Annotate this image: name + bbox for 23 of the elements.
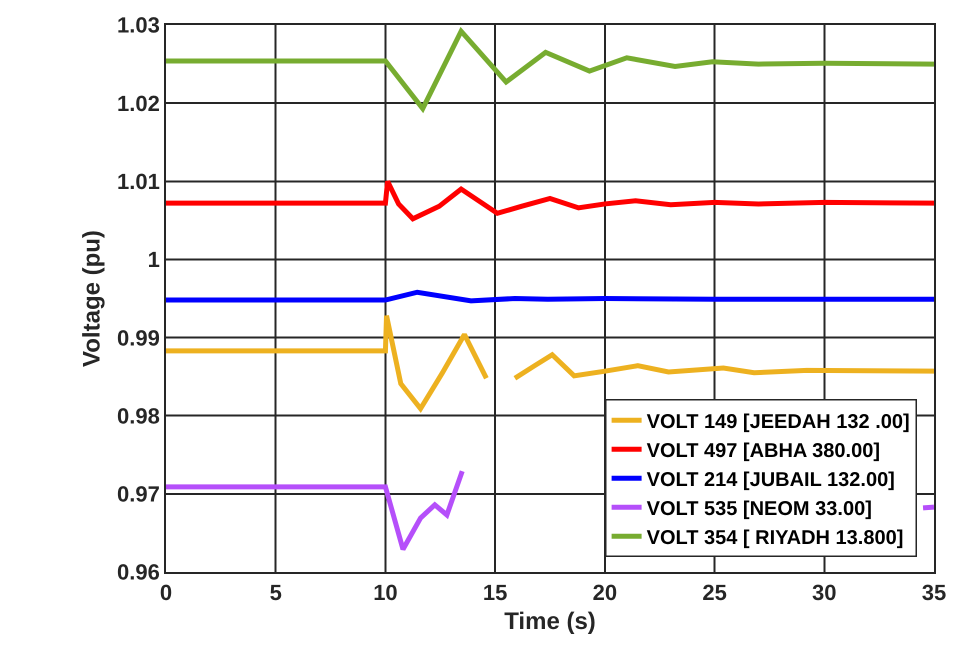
x-tick-label: 30 xyxy=(812,580,837,606)
y-axis-title: Voltage (pu) xyxy=(78,230,106,367)
legend-label: VOLT 497 [ABHA 380.00] xyxy=(646,440,880,462)
legend-label: VOLT 149 [JEEDAH 132 .00] xyxy=(646,411,910,434)
x-tick-label: 5 xyxy=(270,580,282,606)
y-tick-label: 0.99 xyxy=(117,325,160,350)
y-tick-label: 1 xyxy=(148,247,160,272)
x-tick-label: 15 xyxy=(482,580,508,606)
x-tick-label: 25 xyxy=(702,580,727,606)
x-axis-title: Time (s) xyxy=(504,608,596,635)
x-tick-label: 10 xyxy=(373,580,398,606)
y-tick-label: 1.01 xyxy=(117,168,160,194)
y-tick-label: 1.03 xyxy=(117,12,160,38)
y-tick-label: 0.97 xyxy=(117,482,160,507)
legend-label: VOLT 354 [ RIYADH 13.800] xyxy=(646,527,904,550)
y-tick-label: 0.96 xyxy=(117,560,160,585)
x-tick-label: 0 xyxy=(160,580,172,606)
x-tick-label: 20 xyxy=(592,580,618,606)
legend-label: VOLT 214 [JUBAIL 132.00] xyxy=(646,469,895,492)
y-tick-label: 0.98 xyxy=(117,403,160,428)
y-tick-label: 1.02 xyxy=(117,90,160,116)
legend-label: VOLT 535 [NEOM 33.00] xyxy=(646,498,872,520)
x-tick-label: 35 xyxy=(922,580,946,606)
